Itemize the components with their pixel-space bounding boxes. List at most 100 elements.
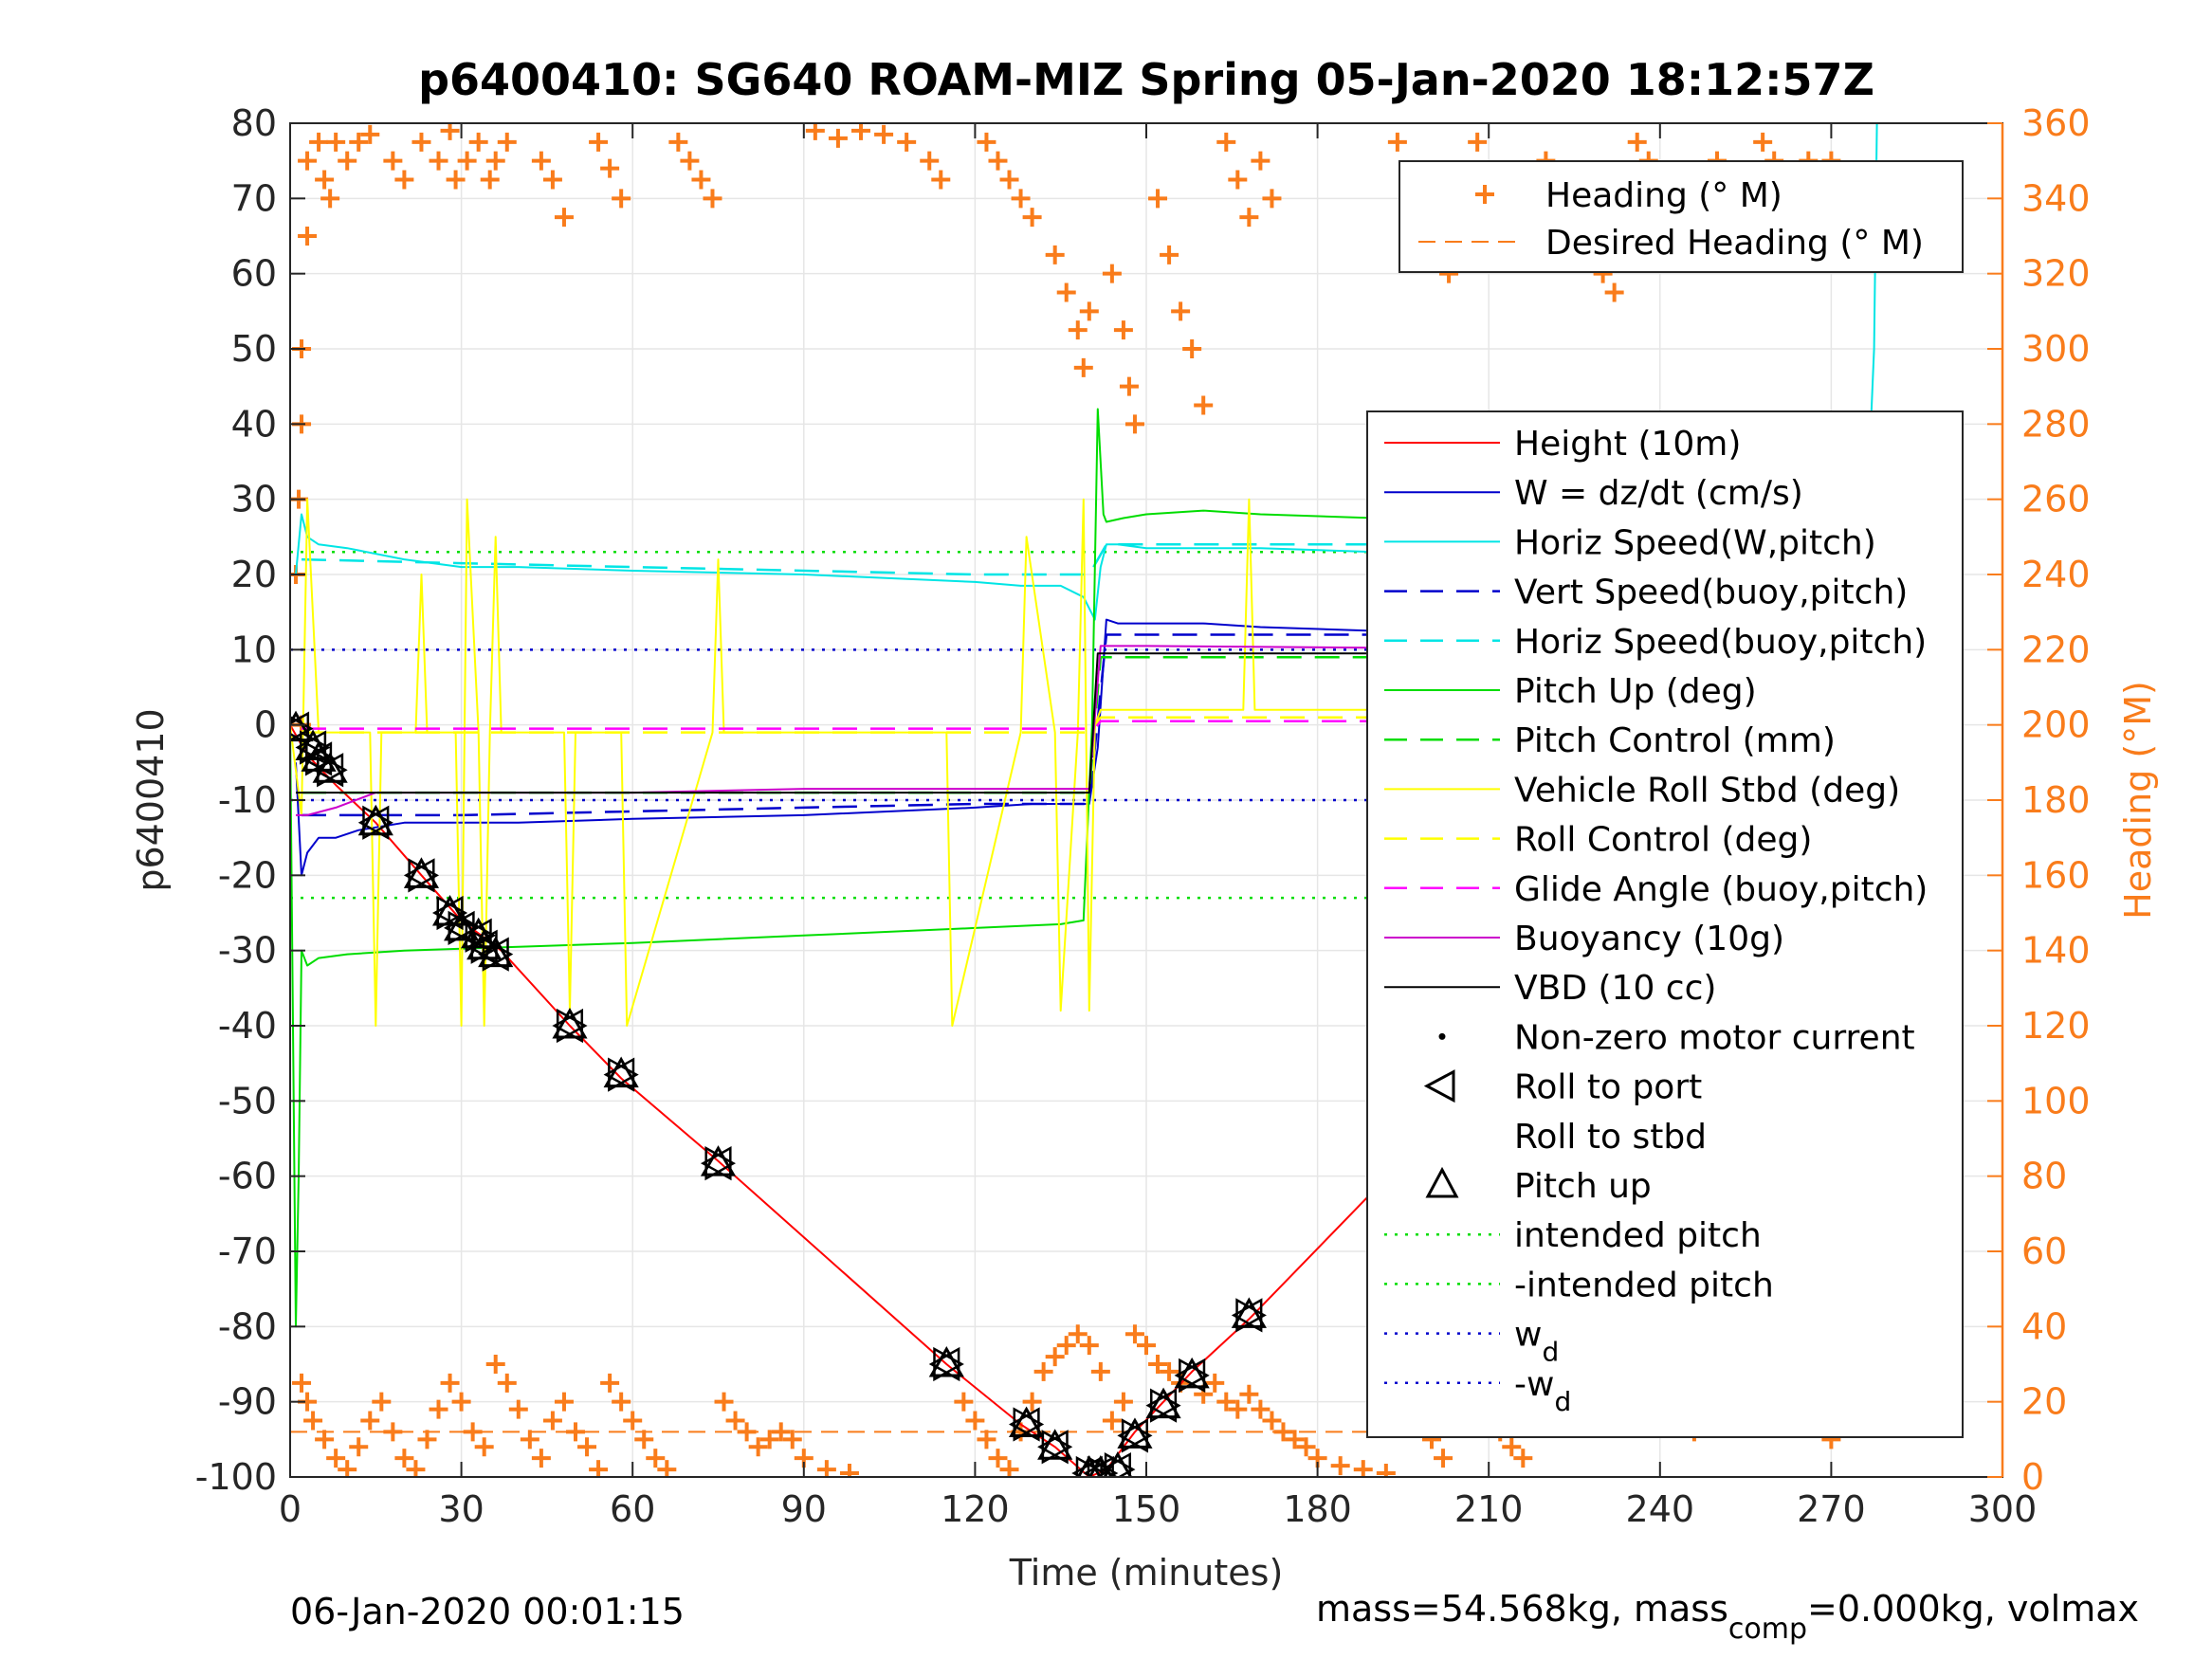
heading-point [440, 1373, 460, 1393]
y-tick-label: -70 [218, 1231, 277, 1272]
heading-point [1239, 208, 1259, 228]
roll-to-port-marker [290, 711, 310, 746]
legend-label: Vehicle Roll Stbd (deg) [1514, 771, 1900, 810]
heading-point [999, 1460, 1019, 1477]
legend-label-text: Roll Control (deg) [1514, 821, 1812, 860]
y-tick-label: -60 [218, 1156, 277, 1197]
roll-to-port-marker [1083, 1455, 1114, 1477]
heading-point [1434, 1449, 1453, 1468]
heading-point [759, 1430, 779, 1449]
pitch-up-marker [603, 1056, 639, 1088]
heading-point [429, 1399, 448, 1419]
legend-label: W = dz/dt (cm/s) [1514, 474, 1803, 513]
y2-tick-label: 120 [2021, 1005, 2091, 1047]
heading-point [1068, 320, 1088, 340]
roll-to-stbd-marker [1075, 1455, 1107, 1477]
x-tick-label: 60 [610, 1488, 655, 1530]
roll-to-stbd-marker [465, 918, 497, 953]
heading-point [1182, 339, 1202, 358]
y-tick-label: -90 [218, 1381, 277, 1423]
x-tick-label: 180 [1283, 1488, 1352, 1530]
legend-swatch [1438, 1032, 1446, 1040]
pitch-up-marker [403, 857, 440, 888]
heading-point [338, 151, 357, 171]
heading-point [1137, 1336, 1156, 1356]
heading-point [839, 1464, 859, 1477]
roll-to-stbd-marker [317, 753, 348, 788]
heading-point [874, 124, 894, 144]
heading-point [468, 132, 488, 152]
heading-point [1216, 1392, 1236, 1412]
heading-point [1205, 1373, 1225, 1393]
heading-point [1353, 1460, 1373, 1477]
pitch-up-marker [1145, 1387, 1181, 1419]
heading-point [554, 1392, 574, 1412]
y-tick-label: 70 [231, 177, 277, 219]
roll-to-stbd-marker [482, 937, 514, 972]
heading-point [691, 170, 711, 190]
legend-label: Non-zero motor current [1514, 1018, 1915, 1057]
y-tick-label: -50 [218, 1080, 277, 1121]
heading-point [497, 132, 517, 152]
legend-label-text: VBD (10 cc) [1514, 969, 1716, 1008]
heading-point [320, 189, 340, 209]
heading-point [360, 1411, 380, 1431]
pitch-up-marker [478, 936, 514, 968]
legend-label: wd [1514, 1316, 1559, 1368]
y-tick-label: -10 [218, 779, 277, 821]
heading-point [1627, 132, 1647, 152]
roll-to-stbd-marker [556, 1008, 588, 1044]
legend-label: Roll to stbd [1514, 1118, 1707, 1157]
heading-point [411, 132, 431, 152]
heading-point [897, 132, 917, 152]
heading-point [612, 1392, 631, 1412]
heading-point [1022, 208, 1042, 228]
heading-point [657, 1460, 677, 1477]
roll-to-stbd-marker [608, 1057, 639, 1092]
roll-to-stbd-marker [1179, 1358, 1210, 1394]
heading-point [292, 1373, 312, 1393]
pitch-up-marker [444, 909, 480, 941]
heading-point [1194, 395, 1214, 415]
y2-tick-label: 360 [2021, 102, 2091, 144]
heading-point [315, 1430, 335, 1449]
roll-to-port-marker [1117, 1418, 1149, 1453]
heading-point [309, 132, 329, 152]
heading-point [531, 151, 551, 171]
y2-tick-label: 260 [2021, 479, 2091, 520]
pitch-up-marker [552, 1007, 588, 1039]
heading-point [965, 1411, 985, 1431]
footer-mass: mass=54.568kg, masscomp=0.000kg, volmax [1316, 1588, 2139, 1646]
heading-point [298, 227, 318, 246]
y2-axis-label: Heading (°M) [2117, 681, 2159, 920]
heading-point [1376, 1464, 1396, 1477]
heading-point [623, 1411, 643, 1431]
heading-point [1296, 1437, 1316, 1457]
chart-title: p6400410: SG640 ROAM-MIZ Spring 05-Jan-2… [418, 54, 1874, 105]
heading-point [360, 124, 380, 144]
y-tick-label: 80 [231, 102, 277, 144]
roll-to-port-marker [357, 805, 390, 840]
roll-to-stbd-marker [300, 730, 331, 765]
pitch-up-marker [1037, 1429, 1073, 1460]
y2-tick-label: 220 [2021, 629, 2091, 670]
roll-to-port-marker [1174, 1358, 1206, 1394]
heading-point [338, 1460, 357, 1477]
roll-to-stbd-marker [1104, 1451, 1136, 1477]
x-tick-label: 240 [1626, 1488, 1695, 1530]
legend-label-text: Vert Speed(buoy,pitch) [1514, 574, 1908, 612]
legend-label: Horiz Speed(W,pitch) [1514, 523, 1876, 562]
legend-label-text: Horiz Speed(W,pitch) [1514, 523, 1876, 562]
legend-label-text: Non-zero motor current [1514, 1018, 1915, 1057]
heading-point [1502, 1437, 1522, 1457]
heading-point [417, 1430, 437, 1449]
heading-point [1102, 264, 1122, 283]
heading-point [1285, 1430, 1305, 1449]
heading-point [977, 132, 996, 152]
footer-mass-sub: comp [1728, 1613, 1807, 1646]
x-tick-label: 270 [1797, 1488, 1866, 1530]
heading-point [542, 170, 562, 190]
heading-point [1011, 189, 1031, 209]
roll-to-port-marker [1037, 1430, 1069, 1465]
heading-point [805, 123, 825, 140]
